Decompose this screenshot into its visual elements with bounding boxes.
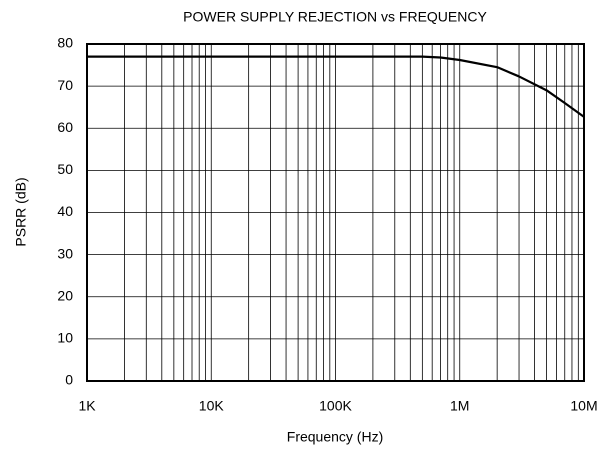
- y-tick-label: 80: [57, 35, 73, 51]
- y-tick-label: 30: [57, 245, 73, 261]
- y-tick-label: 0: [65, 372, 73, 388]
- y-tick-label: 20: [57, 287, 73, 303]
- y-tick-label: 70: [57, 77, 73, 93]
- y-axis-label: PSRR (dB): [13, 177, 29, 246]
- x-tick-label: 10M: [570, 398, 597, 414]
- x-tick-label: 100K: [319, 398, 352, 414]
- chart-title: POWER SUPPLY REJECTION vs FREQUENCY: [183, 9, 487, 25]
- x-axis-label: Frequency (Hz): [287, 429, 383, 445]
- plot-border: [86, 43, 585, 382]
- y-tick-label: 40: [57, 203, 73, 219]
- x-tick-label: 1M: [450, 398, 469, 414]
- data-line: [87, 55, 585, 118]
- x-tick-label: 1K: [78, 398, 96, 414]
- y-tick-label: 10: [57, 330, 73, 346]
- y-tick-label: 50: [57, 161, 73, 177]
- y-tick-label: 60: [57, 119, 73, 135]
- x-tick-label: 10K: [199, 398, 225, 414]
